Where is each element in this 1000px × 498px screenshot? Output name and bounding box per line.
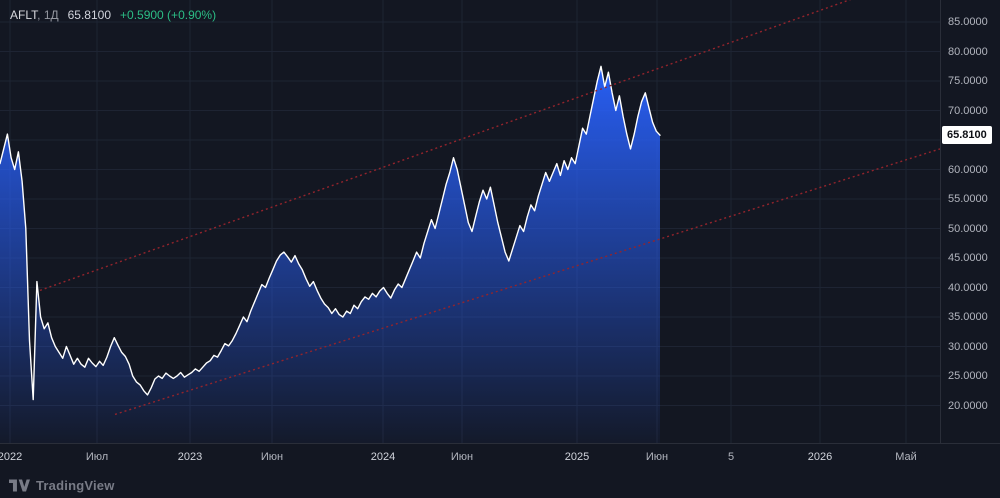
price-axis-label: 45.0000 — [948, 252, 988, 264]
tradingview-logo[interactable]: TradingView — [9, 478, 115, 493]
price-axis-label: 35.0000 — [948, 311, 988, 323]
symbol-title[interactable]: AFLT, 1Д — [10, 8, 59, 22]
tradingview-logo-icon — [9, 479, 30, 491]
time-axis-label-2025: 2025 — [564, 451, 590, 463]
time-axis-label-2023: 2023 — [177, 451, 203, 463]
bottom-toolbar: TradingView — [0, 470, 1000, 498]
time-axis-label-Май: Май — [895, 451, 917, 463]
time-axis-label-Июн: Июн — [645, 451, 669, 463]
price-axis-label: 20.0000 — [948, 399, 988, 412]
time-axis-label-5: 5 — [727, 451, 735, 463]
symbol-name: AFLT — [10, 8, 38, 22]
price-axis-label: 55.0000 — [948, 193, 988, 205]
legend-change: +0.5900 (+0.90%) — [120, 8, 217, 22]
price-axis-label: 70.0000 — [948, 104, 988, 117]
price-axis-label: 50.0000 — [948, 222, 988, 235]
time-axis-label-2022: 2022 — [0, 451, 23, 463]
last-price-tag: 65.8100 — [942, 126, 992, 145]
legend-separator: , — [37, 8, 41, 22]
time-axis-label-2026: 2026 — [807, 451, 833, 463]
time-axis-label-2024: 2024 — [370, 451, 396, 463]
legend-last-price: 65.8100 — [67, 8, 112, 22]
tradingview-logo-text: TradingView — [36, 477, 115, 493]
price-axis-label: 25.0000 — [948, 370, 988, 382]
chart-pane[interactable] — [0, 0, 940, 443]
time-axis-label-Июл: Июл — [85, 451, 109, 463]
price-scale[interactable]: 65.8100 85.0000 80.0000 75.0000 70.0000 60.0… — [940, 0, 1000, 443]
price-axis-label: 60.0000 — [948, 163, 988, 176]
chart-legend: AFLT, 1Д 65.8100 +0.5900 (+0.90%) — [10, 8, 216, 22]
time-axis-label-Июн: Июн — [260, 451, 284, 463]
time-scale[interactable]: 2022 Июл 2023 Июн 2024 Июн 2025 Июн 5 2026 Май — [0, 443, 1000, 471]
price-axis-label: 75.0000 — [948, 75, 988, 87]
price-axis-label: 40.0000 — [948, 281, 988, 294]
price-axis-label: 30.0000 — [948, 340, 988, 353]
price-area-chart — [0, 0, 940, 443]
price-axis-label: 80.0000 — [948, 45, 988, 58]
interval-label: 1Д — [43, 8, 59, 22]
time-axis-label-Июн: Июн — [450, 451, 474, 463]
price-axis-label: 85.0000 — [948, 16, 988, 28]
